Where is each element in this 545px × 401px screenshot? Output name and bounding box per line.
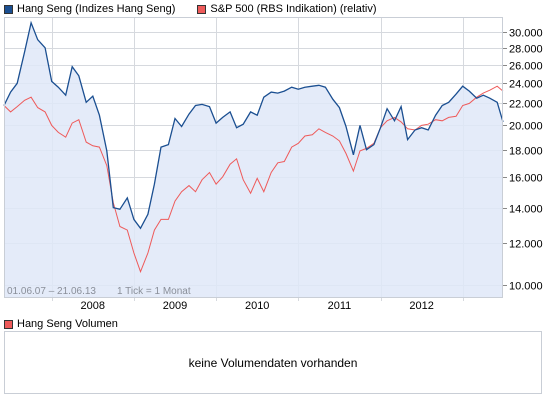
legend-swatch-sp500 (197, 4, 207, 14)
legend-swatch-volume (4, 319, 13, 329)
y-tick-label: 26.000 (509, 61, 543, 73)
x-axis-ticks: 2008 2009 2010 2011 2012 (81, 300, 434, 312)
legend-label-volume: Hang Seng Volumen (17, 318, 118, 330)
x-tick-label: 2010 (245, 300, 269, 312)
legend-item-hang-seng[interactable]: Hang Seng (Indizes Hang Seng) (4, 3, 175, 15)
x-tick-label: 2009 (163, 300, 187, 312)
y-tick-label: 28.000 (509, 44, 543, 56)
y-tick-label: 14.000 (509, 204, 543, 216)
y-tick-label: 18.000 (509, 146, 543, 158)
volume-legend: Hang Seng Volumen (4, 318, 118, 330)
x-tick-label: 2012 (409, 300, 433, 312)
y-tick-label: 30.000 (509, 28, 543, 40)
legend-item-sp500[interactable]: S&P 500 (RBS Indikation) (relativ) (197, 3, 376, 15)
y-tick-label: 12.000 (509, 239, 543, 251)
hang-seng-line (3, 20, 504, 230)
tick-interval-label: 1 Tick = 1 Monat (117, 286, 191, 297)
y-tick-label: 24.000 (509, 79, 543, 91)
y-tick-label: 20.000 (509, 121, 543, 133)
price-chart: 10.000 12.000 14.000 16.000 18.000 20.000 22.0… (3, 17, 543, 312)
y-tick-label: 10.000 (509, 281, 543, 293)
volume-no-data-message: keine Volumendaten vorhanden (188, 356, 358, 370)
volume-panel: keine Volumendaten vorhanden (4, 331, 542, 394)
chart-legend: Hang Seng (Indizes Hang Seng) S&P 500 (R… (4, 2, 398, 16)
y-tick-label: 22.000 (509, 99, 543, 111)
plot-border (4, 17, 503, 298)
x-tick-label: 2011 (328, 300, 352, 312)
x-tick-label: 2008 (81, 300, 105, 312)
legend-swatch-hang-seng (4, 4, 13, 14)
y-axis-ticks: 10.000 12.000 14.000 16.000 18.000 20.000 22.0… (503, 28, 543, 293)
date-range-label: 01.06.07 – 21.06.13 (7, 286, 96, 297)
legend-label-hang-seng: Hang Seng (Indizes Hang Seng) (17, 3, 176, 15)
sp500-line (3, 85, 504, 274)
y-tick-label: 16.000 (509, 173, 543, 185)
legend-label-sp500: S&P 500 (RBS Indikation) (relativ) (210, 3, 377, 15)
hang-seng-area (4, 22, 503, 298)
